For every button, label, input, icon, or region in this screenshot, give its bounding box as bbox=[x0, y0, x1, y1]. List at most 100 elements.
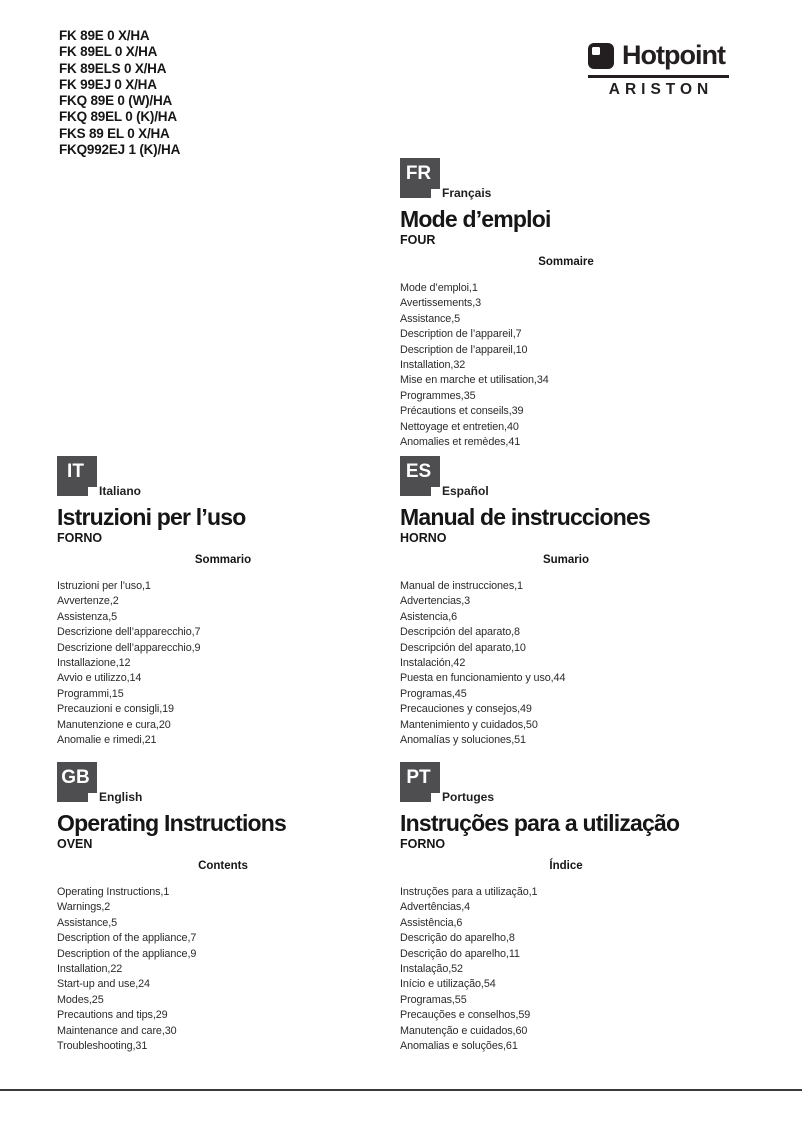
toc-item: Precautions and tips,29 bbox=[57, 1009, 168, 1022]
model-number: FKQ 89EL 0 (K)/HA bbox=[59, 109, 177, 125]
toc-item: Advertencias,3 bbox=[400, 595, 471, 608]
language-label: English bbox=[99, 790, 143, 804]
section-title: Manual de instrucciones bbox=[400, 504, 651, 530]
toc-item: Início e utilização,54 bbox=[400, 978, 496, 991]
brand-name: Hotpoint bbox=[622, 40, 726, 70]
hotpoint-dot-icon bbox=[592, 46, 600, 55]
toc-list: Manual de instrucciones,1 Advertencias,3 A… bbox=[400, 579, 732, 748]
model-number-list: FK 89E 0 X/HA FK 89EL 0 X/HA FK 89ELS 0 X/… bbox=[59, 28, 180, 158]
toc-item: Anomalies et remèdes,41 bbox=[400, 436, 521, 449]
language-badge-row: GB English bbox=[57, 762, 389, 804]
toc-item: Precauciones y consejos,49 bbox=[400, 703, 532, 716]
hotpoint-square-icon bbox=[588, 42, 614, 69]
language-badge-row: ES Español bbox=[400, 456, 732, 498]
toc-item: Installation,32 bbox=[400, 359, 466, 372]
toc-item: Modes,25 bbox=[57, 993, 104, 1006]
model-number: FK 89ELS 0 X/HA bbox=[59, 60, 167, 76]
toc-item: Description de l’appareil,10 bbox=[400, 343, 528, 356]
toc-heading: Sommario bbox=[194, 554, 252, 566]
toc-item: Description de l’appareil,7 bbox=[400, 328, 522, 341]
toc-item: Precauzioni e consigli,19 bbox=[57, 703, 174, 716]
language-badge-row: FR Français bbox=[400, 158, 732, 200]
toc-heading: Índice bbox=[549, 860, 583, 872]
toc-list: Operating Instructions,1 Warnings,2 Assist… bbox=[57, 885, 389, 1054]
model-number: FKS 89 EL 0 X/HA bbox=[59, 125, 170, 141]
logo-divider bbox=[588, 75, 729, 78]
language-badge-row: IT Italiano bbox=[57, 456, 389, 498]
toc-item: Mode d’emploi,1 bbox=[400, 282, 478, 294]
toc-item: Mantenimiento y cuidados,50 bbox=[400, 718, 538, 731]
product-type: FORNO bbox=[400, 837, 446, 851]
toc-item: Manutenzione e cura,20 bbox=[57, 718, 171, 731]
section-italian: IT Italiano Istruzioni per l’uso FORNO S… bbox=[57, 456, 389, 748]
toc-item: Instalação,52 bbox=[400, 963, 463, 976]
toc-item: Nettoyage et entretien,40 bbox=[400, 420, 519, 433]
section-title: Operating Instructions bbox=[57, 810, 287, 836]
toc-item: Descripción del aparato,8 bbox=[400, 626, 520, 639]
toc-list: Mode d’emploi,1 Avertissements,3 Assistanc… bbox=[400, 281, 732, 450]
toc-item: Avertissements,3 bbox=[400, 297, 482, 310]
language-label: Français bbox=[442, 186, 492, 200]
logo-top-row: Hotpoint bbox=[588, 40, 729, 71]
brand-subname: ARISTON bbox=[608, 81, 714, 98]
model-number: FK 89E 0 X/HA bbox=[59, 28, 150, 43]
toc-item: Descrição do aparelho,11 bbox=[400, 947, 520, 960]
product-type: FOUR bbox=[400, 233, 436, 247]
language-label: Portuges bbox=[442, 790, 495, 804]
toc-item: Assistência,6 bbox=[400, 916, 463, 929]
toc-item: Assistenza,5 bbox=[57, 610, 118, 623]
toc-item: Installazione,12 bbox=[57, 657, 131, 670]
model-number: FKQ992EJ 1 (K)/HA bbox=[59, 142, 181, 158]
section-portuguese: PT Portuges Instruções para a utilização… bbox=[400, 762, 732, 1054]
toc-item: Description of the appliance,7 bbox=[57, 932, 197, 945]
footer-divider bbox=[0, 1089, 802, 1091]
language-badge-es: ES bbox=[400, 456, 440, 496]
toc-heading: Contents bbox=[198, 860, 248, 872]
toc-item: Manutenção e cuidados,60 bbox=[400, 1024, 528, 1037]
toc-item: Programas,55 bbox=[400, 993, 467, 1006]
toc-item: Advertências,4 bbox=[400, 901, 471, 914]
toc-item: Precauções e conselhos,59 bbox=[400, 1009, 531, 1022]
product-type: FORNO bbox=[57, 531, 103, 545]
toc-item: Instruções para a utilização,1 bbox=[400, 886, 538, 898]
product-type: OVEN bbox=[57, 837, 93, 851]
toc-list: Instruções para a utilização,1 Advertênci… bbox=[400, 885, 732, 1054]
toc-item: Assistance,5 bbox=[57, 916, 118, 929]
language-badge-gb: GB bbox=[57, 762, 97, 802]
toc-item: Description of the appliance,9 bbox=[57, 947, 197, 960]
language-badge-row: PT Portuges bbox=[400, 762, 732, 804]
language-badge-fr: FR bbox=[400, 158, 440, 198]
toc-heading: Sommaire bbox=[538, 256, 594, 268]
section-spanish: ES Español Manual de instrucciones HORNO… bbox=[400, 456, 732, 748]
toc-item: Descripción del aparato,10 bbox=[400, 641, 526, 654]
toc-item: Descrizione dell’apparecchio,7 bbox=[57, 626, 201, 639]
toc-item: Précautions et conseils,39 bbox=[400, 405, 524, 418]
toc-item: Programas,45 bbox=[400, 687, 467, 700]
toc-item: Avvertenze,2 bbox=[57, 595, 119, 608]
toc-item: Puesta en funcionamiento y uso,44 bbox=[400, 672, 566, 685]
toc-item: Mise en marche et utilisation,34 bbox=[400, 374, 549, 387]
toc-item: Warnings,2 bbox=[57, 901, 111, 914]
toc-item: Installation,22 bbox=[57, 963, 123, 976]
product-type: HORNO bbox=[400, 531, 447, 545]
toc-item: Istruzioni per l’uso,1 bbox=[57, 580, 151, 592]
toc-item: Anomalias e soluções,61 bbox=[400, 1040, 518, 1053]
toc-item: Avvio e utilizzo,14 bbox=[57, 672, 142, 685]
section-title: Mode d’emploi bbox=[400, 206, 551, 232]
toc-list: Istruzioni per l’uso,1 Avvertenze,2 Assist… bbox=[57, 579, 389, 748]
language-badge-pt: PT bbox=[400, 762, 440, 802]
language-label: Español bbox=[442, 484, 489, 498]
toc-item: Start-up and use,24 bbox=[57, 978, 150, 991]
model-number: FK 89EL 0 X/HA bbox=[59, 44, 158, 60]
language-label: Italiano bbox=[99, 484, 142, 498]
toc-item: Assistance,5 bbox=[400, 312, 461, 325]
model-number: FK 99EJ 0 X/HA bbox=[59, 76, 157, 92]
toc-item: Asistencia,6 bbox=[400, 610, 458, 623]
toc-item: Operating Instructions,1 bbox=[57, 886, 170, 898]
section-title: Instruções para a utilização bbox=[400, 810, 680, 836]
toc-item: Troubleshooting,31 bbox=[57, 1040, 148, 1053]
model-number: FKQ 89E 0 (W)/HA bbox=[59, 93, 173, 109]
toc-item: Maintenance and care,30 bbox=[57, 1024, 177, 1037]
section-english: GB English Operating Instructions OVEN C… bbox=[57, 762, 389, 1054]
